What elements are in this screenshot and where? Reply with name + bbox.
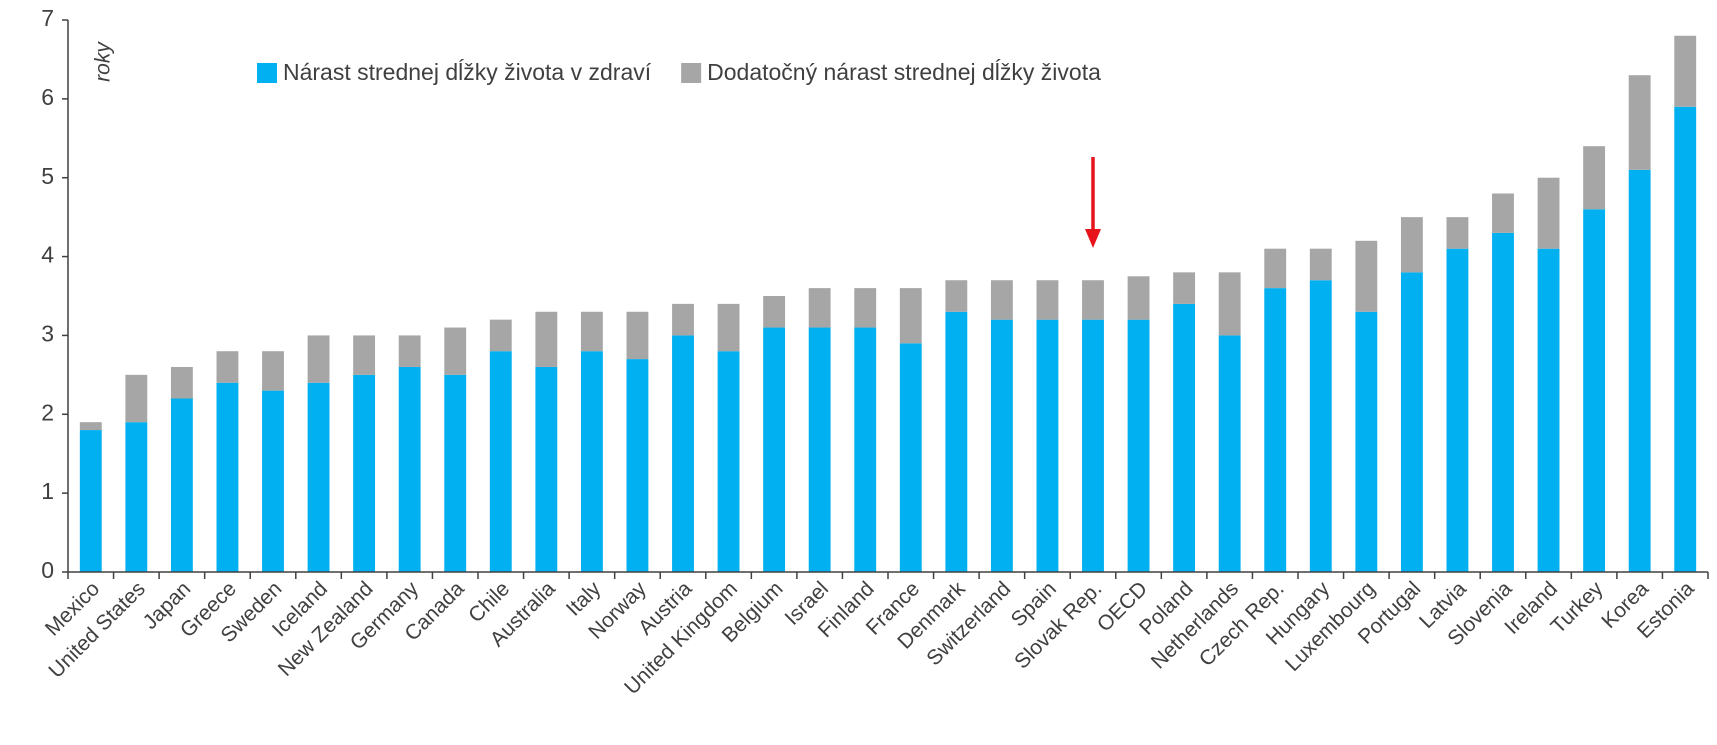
bar-segment [444, 374, 467, 572]
bar-segment [672, 335, 694, 572]
y-tick-label: 0 [41, 557, 54, 583]
bar-segment [899, 343, 922, 572]
bar-segment [1082, 319, 1104, 572]
bar-segment [125, 422, 148, 572]
bar-segment [1355, 240, 1378, 312]
bar-segment [1400, 272, 1423, 572]
bar-segment [1628, 75, 1651, 170]
bar-segment [489, 319, 512, 352]
bar-segment [1583, 209, 1606, 572]
bar-segment [717, 351, 740, 572]
bar-segment [353, 374, 376, 572]
bar-segment [1127, 276, 1150, 320]
bar-segment [763, 296, 786, 328]
bar-segment [489, 351, 512, 572]
bar-segment [626, 311, 649, 360]
y-tick-label: 3 [41, 321, 54, 347]
bar-segment [353, 335, 376, 375]
bar-segment [1264, 248, 1287, 289]
bar-segment [125, 374, 148, 423]
bar-segment [1537, 177, 1560, 249]
bar-segment [1264, 288, 1287, 572]
bar-segment [1173, 272, 1196, 304]
bar-segment [854, 327, 877, 572]
bar-segment [945, 311, 968, 572]
x-tick-label: Turkey [1546, 577, 1607, 638]
bar-segment [945, 280, 968, 312]
bar-segment [626, 359, 649, 572]
bar-segment [1400, 217, 1423, 273]
bar-segment [763, 327, 786, 572]
bar-segment [899, 288, 922, 344]
bar-segment [1309, 280, 1332, 572]
y-tick-label: 4 [41, 242, 54, 268]
bar-segment [444, 327, 467, 375]
bar-segment [854, 288, 877, 328]
bar-segment [1127, 319, 1150, 572]
y-tick-label: 1 [41, 478, 54, 504]
bar-segment [1537, 248, 1560, 572]
bar-segment [79, 422, 102, 431]
bar-segment [79, 430, 102, 572]
legend-label: Dodatočný nárast strednej dĺžky života [707, 58, 1101, 85]
bar-segment [1082, 280, 1104, 320]
bar-segment [1036, 319, 1059, 572]
bar-segment [1492, 193, 1514, 233]
legend-swatch [257, 63, 277, 83]
bar-segment [535, 366, 558, 572]
bar-segment [1355, 311, 1378, 572]
bar-segment [1173, 303, 1196, 572]
bar-segment [535, 311, 558, 367]
bar-segment [170, 398, 193, 572]
bar-segment [990, 319, 1013, 572]
bar-segment [1309, 248, 1332, 281]
y-axis-label: roky [92, 41, 115, 82]
legend-label: Nárast strednej dĺžky života v zdraví [283, 58, 652, 85]
bar-segment [307, 382, 330, 572]
bar-segment [1492, 232, 1514, 572]
bar-segment [672, 303, 694, 336]
bar-segment [1036, 280, 1059, 320]
bar-segment [170, 366, 193, 399]
bar-segment [808, 327, 831, 572]
annotation-arrowhead [1085, 229, 1101, 248]
bar-segment [398, 366, 421, 572]
bar-segment [216, 382, 239, 572]
bar-segment [216, 351, 239, 383]
bar-segment [1446, 248, 1469, 572]
bar-segment [1583, 146, 1606, 210]
bar-segment [398, 335, 421, 367]
bar-segment [1628, 169, 1651, 573]
bar-segment [990, 280, 1013, 320]
bar-segment [1674, 35, 1697, 107]
y-tick-label: 6 [41, 84, 54, 110]
bar-segment [808, 288, 831, 328]
y-tick-label: 2 [41, 399, 54, 425]
bar-segment [1674, 106, 1697, 572]
y-tick-label: 5 [41, 163, 54, 189]
bar-segment [580, 351, 603, 572]
y-tick-label: 7 [41, 5, 54, 31]
bar-segment [262, 390, 284, 572]
bar-segment [580, 311, 603, 352]
bar-segment [1446, 217, 1469, 249]
bar-segment [1218, 272, 1241, 336]
legend-swatch [681, 63, 702, 83]
bar-segment [262, 351, 284, 391]
bar-segment [717, 303, 740, 352]
bar-segment [307, 335, 330, 383]
bar-segment [1218, 335, 1241, 572]
